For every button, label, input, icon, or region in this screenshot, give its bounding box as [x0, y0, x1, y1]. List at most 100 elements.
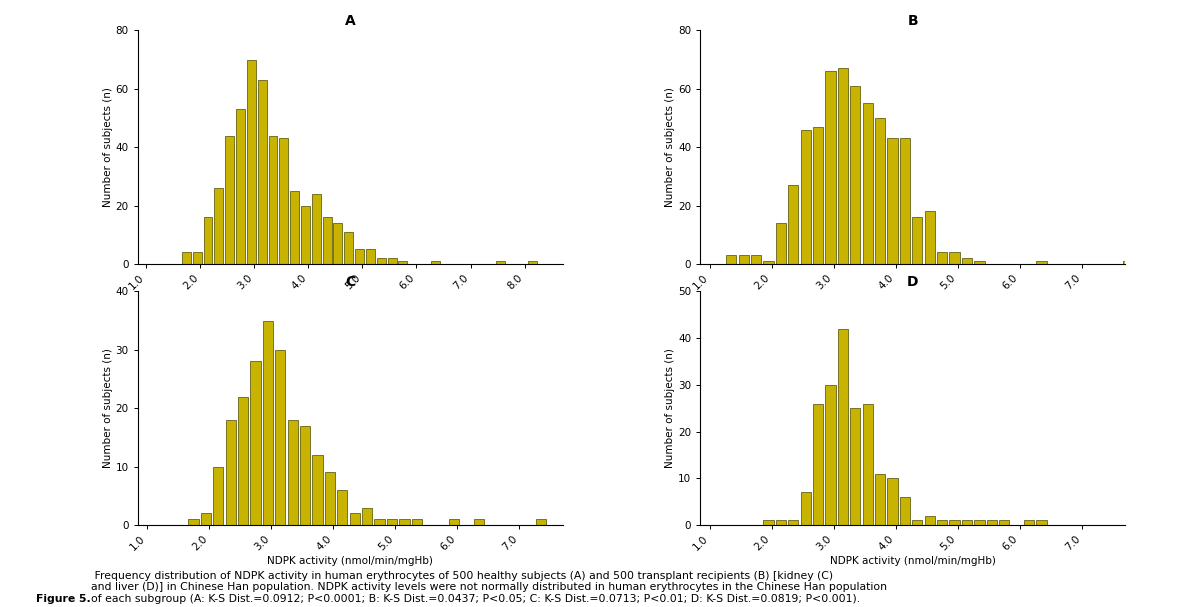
Bar — [974, 520, 984, 525]
Title: D: D — [907, 275, 918, 289]
Bar — [900, 497, 910, 525]
Bar — [776, 520, 786, 525]
Bar — [356, 249, 364, 264]
Bar — [788, 185, 798, 264]
Bar — [214, 188, 224, 264]
Bar — [257, 80, 267, 264]
Bar — [1123, 261, 1134, 264]
Bar — [377, 258, 385, 264]
Bar — [250, 362, 261, 525]
Bar — [474, 519, 484, 525]
Bar — [826, 71, 836, 264]
Bar — [334, 223, 342, 264]
Bar — [247, 59, 256, 264]
Text: Frequency distribution of NDPK activity in human erythrocytes of 500 healthy sub: Frequency distribution of NDPK activity … — [91, 571, 887, 604]
Bar — [323, 217, 332, 264]
Bar — [350, 514, 360, 525]
Bar — [201, 514, 211, 525]
Bar — [287, 420, 298, 525]
Bar — [300, 206, 310, 264]
Bar — [496, 261, 505, 264]
Bar — [279, 138, 288, 264]
Bar — [999, 520, 1009, 525]
Bar — [263, 320, 273, 525]
Bar — [290, 191, 299, 264]
X-axis label: NDPK activity (nmol/min/mgHb): NDPK activity (nmol/min/mgHb) — [830, 294, 996, 305]
Bar — [813, 127, 824, 264]
Title: A: A — [345, 14, 356, 28]
Bar — [751, 256, 761, 264]
Bar — [776, 223, 786, 264]
Bar — [875, 473, 886, 525]
Bar — [801, 492, 810, 525]
Bar — [838, 69, 847, 264]
Bar — [826, 385, 836, 525]
Bar — [225, 135, 235, 264]
Bar — [312, 455, 323, 525]
Bar — [387, 519, 397, 525]
Bar — [182, 253, 190, 264]
Bar — [268, 135, 278, 264]
Bar — [203, 217, 213, 264]
Bar — [213, 467, 224, 525]
Bar — [275, 350, 285, 525]
Bar — [1023, 520, 1034, 525]
Bar — [431, 261, 439, 264]
Bar — [986, 520, 997, 525]
Bar — [236, 109, 245, 264]
Bar — [300, 426, 310, 525]
Bar — [850, 408, 861, 525]
Bar — [924, 211, 935, 264]
Y-axis label: Number of subjects (n): Number of subjects (n) — [666, 348, 675, 468]
Bar — [727, 256, 736, 264]
Bar — [449, 519, 460, 525]
Bar — [388, 258, 396, 264]
Bar — [412, 519, 421, 525]
Title: C: C — [345, 275, 356, 289]
Bar — [739, 256, 749, 264]
Bar — [962, 258, 972, 264]
Text: Figure 5.: Figure 5. — [36, 594, 91, 604]
Bar — [813, 404, 824, 525]
Bar — [764, 520, 773, 525]
Bar — [887, 138, 898, 264]
Bar — [962, 520, 972, 525]
Bar — [838, 329, 847, 525]
Bar — [375, 519, 384, 525]
Bar — [937, 253, 947, 264]
Bar — [850, 86, 861, 264]
Bar — [399, 261, 407, 264]
Bar — [924, 516, 935, 525]
Bar — [400, 519, 409, 525]
Bar — [875, 118, 886, 264]
Bar — [937, 520, 947, 525]
X-axis label: NDPK activity (nmol/min/mgHb): NDPK activity (nmol/min/mgHb) — [830, 555, 996, 566]
Bar — [324, 472, 335, 525]
Bar — [949, 520, 960, 525]
Bar — [312, 194, 321, 264]
X-axis label: NDPK activity (nmol/min/mgHb): NDPK activity (nmol/min/mgHb) — [267, 294, 433, 305]
Y-axis label: Number of subjects (n): Number of subjects (n) — [666, 87, 675, 207]
Bar — [788, 520, 798, 525]
Bar — [863, 103, 873, 264]
Bar — [366, 249, 375, 264]
Bar — [338, 490, 347, 525]
Bar — [188, 519, 199, 525]
Bar — [1037, 261, 1046, 264]
Bar — [193, 253, 201, 264]
Bar — [536, 519, 546, 525]
Bar — [1037, 520, 1046, 525]
Bar — [912, 217, 923, 264]
Bar — [863, 404, 873, 525]
Bar — [345, 232, 353, 264]
Y-axis label: Number of subjects (n): Number of subjects (n) — [103, 348, 113, 468]
Y-axis label: Number of subjects (n): Number of subjects (n) — [103, 87, 113, 207]
Bar — [974, 261, 984, 264]
Bar — [912, 520, 923, 525]
Bar — [528, 261, 537, 264]
Bar — [764, 261, 773, 264]
Bar — [900, 138, 910, 264]
Title: B: B — [907, 14, 918, 28]
Bar — [949, 253, 960, 264]
X-axis label: NDPK activity (nmol/min/mgHb): NDPK activity (nmol/min/mgHb) — [267, 555, 433, 566]
